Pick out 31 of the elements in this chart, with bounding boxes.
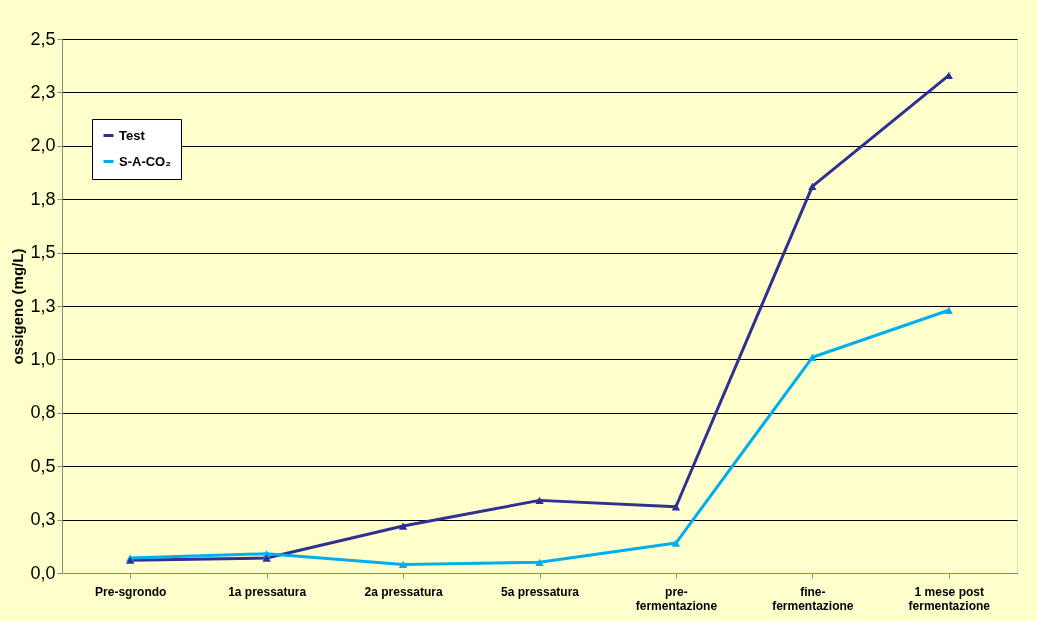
x-tick-label: Pre-sgrondo <box>95 584 167 599</box>
y-axis-title: ossigeno (mg/L) <box>9 248 27 365</box>
y-tick-label: 0,0 <box>30 562 56 583</box>
y-tick-label: 1,8 <box>30 188 56 209</box>
y-tick-label: 2,5 <box>30 28 56 49</box>
y-tick-label: 2,0 <box>30 135 56 156</box>
y-tick-label: 0,3 <box>30 509 56 530</box>
point <box>398 560 408 569</box>
point <box>944 306 953 314</box>
y-tick-label: 0,5 <box>30 455 56 476</box>
point <box>535 558 544 566</box>
y-tick-label: 0,8 <box>30 402 56 423</box>
point <box>262 554 271 562</box>
point <box>398 522 408 530</box>
x-tick-label: 1 mese post fermentazione <box>908 584 991 613</box>
x-tick-label: 5a pressatura <box>500 584 580 599</box>
point <box>671 539 681 547</box>
x-tick-label: fine- fermentazione <box>772 584 854 613</box>
point <box>535 496 544 504</box>
legend-label: Test <box>119 127 146 143</box>
x-tick-label: 1a pressatura <box>228 584 307 599</box>
point <box>808 182 817 191</box>
point <box>671 503 681 511</box>
point <box>808 353 817 361</box>
y-tick-label: 1,5 <box>30 242 56 263</box>
legend-label: S-A-CO₂ <box>119 153 172 169</box>
y-tick-label: 2,3 <box>30 81 56 102</box>
x-tick-label: 2a pressatura <box>364 584 443 599</box>
y-tick-label: 1,0 <box>30 348 56 369</box>
x-tick-label: pre- fermentazione <box>635 584 718 613</box>
y-tick-label: 1,3 <box>30 295 56 316</box>
